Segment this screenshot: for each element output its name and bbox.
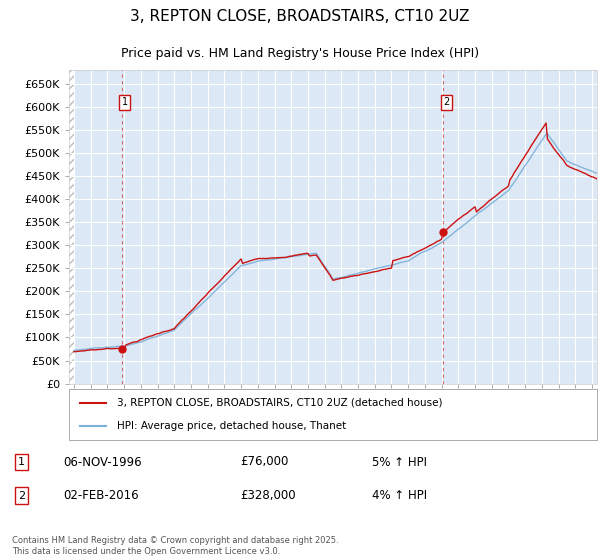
Text: £76,000: £76,000 (240, 455, 289, 469)
Text: 5% ↑ HPI: 5% ↑ HPI (372, 455, 427, 469)
Text: £328,000: £328,000 (240, 489, 296, 502)
Text: Price paid vs. HM Land Registry's House Price Index (HPI): Price paid vs. HM Land Registry's House … (121, 47, 479, 60)
Text: 2: 2 (18, 491, 25, 501)
Text: 06-NOV-1996: 06-NOV-1996 (63, 455, 142, 469)
Text: 3, REPTON CLOSE, BROADSTAIRS, CT10 2UZ: 3, REPTON CLOSE, BROADSTAIRS, CT10 2UZ (130, 10, 470, 24)
Bar (69, 70, 74, 384)
Text: 4% ↑ HPI: 4% ↑ HPI (372, 489, 427, 502)
Text: 1: 1 (122, 97, 128, 108)
Text: 2: 2 (443, 97, 449, 108)
Text: HPI: Average price, detached house, Thanet: HPI: Average price, detached house, Than… (116, 421, 346, 431)
Text: Contains HM Land Registry data © Crown copyright and database right 2025.
This d: Contains HM Land Registry data © Crown c… (12, 536, 338, 556)
Text: 3, REPTON CLOSE, BROADSTAIRS, CT10 2UZ (detached house): 3, REPTON CLOSE, BROADSTAIRS, CT10 2UZ (… (116, 398, 442, 408)
Text: 1: 1 (18, 457, 25, 467)
Text: 02-FEB-2016: 02-FEB-2016 (63, 489, 139, 502)
